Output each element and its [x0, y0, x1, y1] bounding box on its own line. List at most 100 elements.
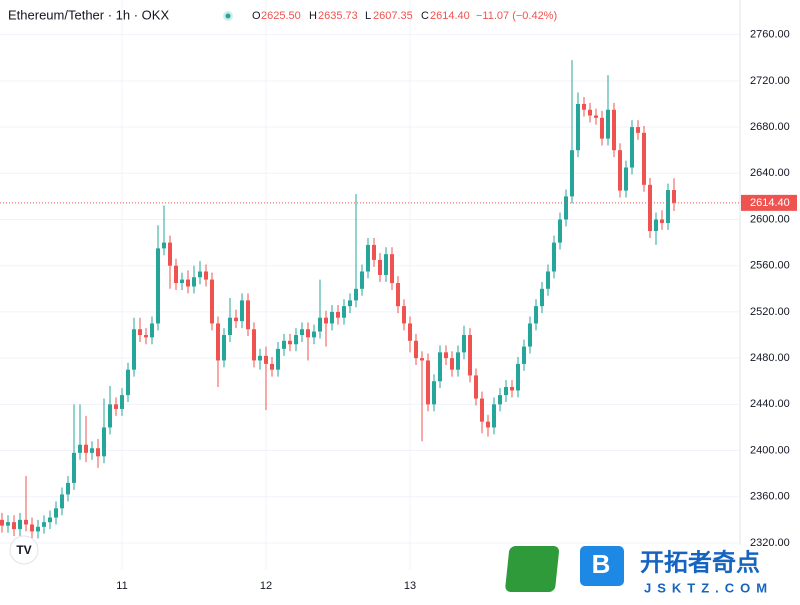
candle-body [582, 103, 586, 110]
candle-body [264, 355, 268, 364]
candle-body [348, 300, 352, 307]
candle-body [240, 300, 244, 322]
candle-body [126, 369, 130, 396]
y-tick-label: 2720.00 [750, 75, 790, 87]
candle-body [672, 190, 676, 203]
grid [0, 0, 740, 570]
candle-body [528, 323, 532, 347]
candle-body [468, 335, 472, 376]
ohlc-l: L [365, 10, 371, 22]
y-tick-label: 2560.00 [750, 260, 790, 272]
candle-body [492, 404, 496, 428]
candle-body [522, 346, 526, 364]
candle-body [372, 244, 376, 260]
candle-body [516, 363, 520, 391]
candle-body [624, 167, 628, 191]
candle-body [174, 265, 178, 284]
candle-body [414, 340, 418, 359]
candle-body [564, 196, 568, 220]
watermark-url: JSKTZ.COM [644, 580, 773, 595]
candle-body [132, 329, 136, 370]
candle-body [192, 277, 196, 287]
candle-body [36, 526, 40, 532]
candle-body [180, 279, 184, 284]
candle-body [570, 150, 574, 197]
candle-body [228, 317, 232, 336]
candle-body [480, 398, 484, 422]
candle-body [24, 519, 28, 525]
candle-body [252, 329, 256, 361]
candle-body [6, 522, 10, 526]
last-price-box [741, 194, 797, 211]
candle-body [54, 508, 58, 518]
last-price-label: 2614.40 [750, 197, 790, 209]
candle-body [462, 335, 466, 353]
candle-body [282, 340, 286, 349]
candle-body [12, 522, 16, 530]
y-tick-label: 2480.00 [750, 352, 790, 364]
x-tick-label: 11 [116, 580, 127, 592]
candle-body [72, 452, 76, 483]
candle-body [324, 317, 328, 324]
candle-body [270, 363, 274, 370]
candle-body [420, 358, 424, 361]
svg-text:TV: TV [16, 543, 31, 557]
candle-body [444, 352, 448, 359]
candle-body [384, 254, 388, 275]
candle-body [30, 524, 34, 532]
ohlc-close: 2614.40 [430, 10, 470, 22]
ohlc-o: O [252, 10, 261, 22]
ohlc-open: 2625.50 [261, 10, 301, 22]
candle-body [294, 335, 298, 345]
candle-body [606, 109, 610, 139]
candle-body [0, 519, 4, 526]
candle-body [234, 317, 238, 322]
candle-body [222, 335, 226, 361]
candle-body [84, 444, 88, 453]
y-tick-label: 2760.00 [750, 29, 790, 41]
ohlc-c: C [421, 10, 429, 22]
candle-body [96, 448, 100, 457]
candle-body [666, 190, 670, 223]
candle-body [168, 242, 172, 266]
candle-body [342, 306, 346, 318]
candle-body [438, 352, 442, 382]
candle-body [48, 517, 52, 523]
candle-body [552, 242, 556, 272]
candle-body [498, 395, 502, 405]
candle-body [66, 482, 70, 495]
candle-body [396, 283, 400, 307]
candle-body [18, 519, 22, 530]
tv-logo: TV [9, 535, 39, 565]
candle-body [576, 103, 580, 151]
candle-body [246, 300, 250, 330]
candle-body [408, 323, 412, 341]
candle-body [390, 254, 394, 284]
candle-body [288, 340, 292, 345]
candle-body [630, 127, 634, 168]
ohlc-low: 2607.35 [373, 10, 413, 22]
candle-body [660, 219, 664, 223]
ohlc-high: 2635.73 [318, 10, 358, 22]
watermark: B 开拓者奇点 JSKTZ.COM [505, 545, 800, 600]
candle-body [654, 219, 658, 232]
candle-body [636, 127, 640, 133]
y-tick-label: 2640.00 [750, 167, 790, 179]
y-tick-label: 2600.00 [750, 213, 790, 225]
candle-body [258, 355, 262, 361]
candle-body [150, 323, 154, 338]
candle-body [648, 184, 652, 232]
candle-body [426, 360, 430, 405]
candle-body [510, 387, 514, 391]
candle-body [402, 306, 406, 324]
candle-body [600, 117, 604, 139]
status-dot-core [225, 13, 231, 19]
candle-body [108, 404, 112, 428]
y-tick-label: 2520.00 [750, 306, 790, 318]
candle-body [204, 271, 208, 280]
candle-body [378, 259, 382, 275]
candle-body [102, 427, 106, 457]
candle-body [456, 352, 460, 370]
candle-body [42, 522, 46, 527]
